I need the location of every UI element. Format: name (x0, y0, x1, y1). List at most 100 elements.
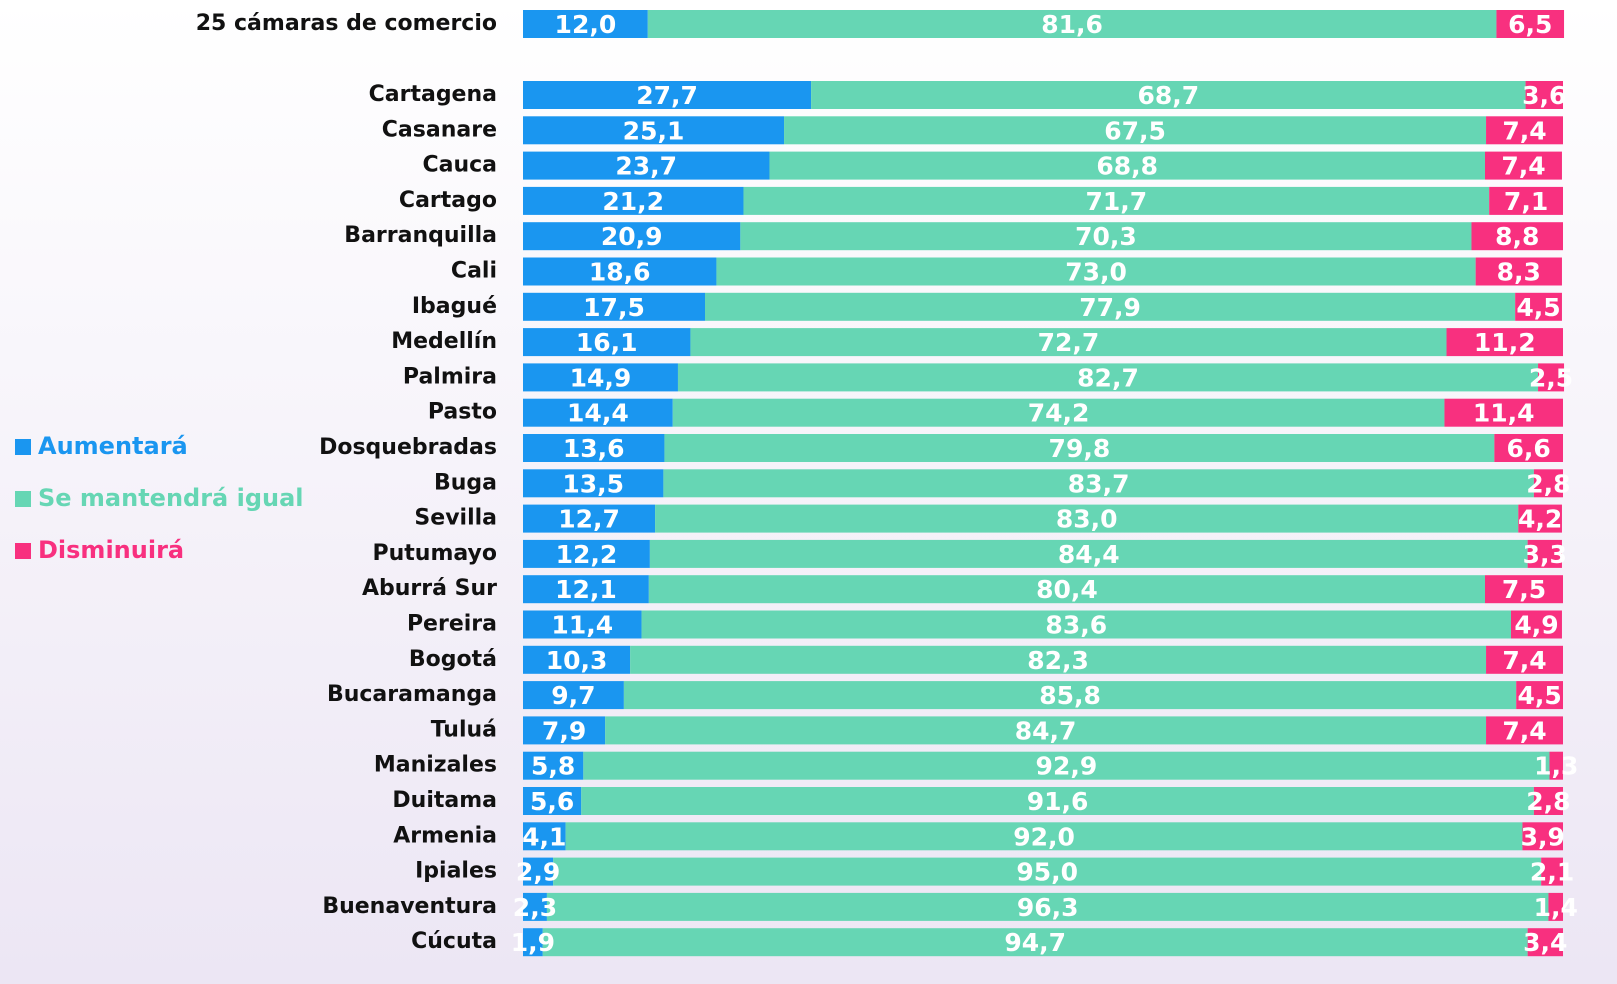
value-label: 2,8 (1526, 469, 1570, 498)
value-label: 16,1 (576, 328, 638, 357)
bar-segment (523, 787, 582, 815)
value-label: 7,4 (1502, 716, 1546, 745)
value-label: 3,6 (1522, 81, 1566, 110)
legend-swatch (15, 543, 31, 559)
bar-segment (1527, 928, 1563, 957)
bar-segment (523, 892, 547, 921)
value-label: 68,8 (1096, 152, 1158, 181)
bar-segment (1471, 222, 1563, 251)
category-label: Bogotá (409, 647, 497, 672)
bar-segment (1516, 681, 1563, 710)
value-label: 7,4 (1501, 152, 1545, 181)
value-label: 7,9 (542, 716, 586, 745)
bar-segment (677, 363, 1539, 392)
bar-segment (523, 222, 741, 251)
bar-segment (1549, 751, 1563, 780)
bar-segment (565, 822, 1523, 851)
bar-segment (705, 292, 1516, 321)
bar-segment (623, 681, 1517, 710)
value-label: 8,8 (1495, 222, 1539, 251)
bar-segment (1533, 469, 1563, 498)
value-label: 68,7 (1137, 81, 1199, 110)
bar-segment (523, 575, 649, 604)
value-label: 2,5 (1529, 363, 1573, 392)
bar-segment (1522, 822, 1563, 851)
value-label: 25,1 (623, 116, 685, 145)
value-label: 3,4 (1523, 928, 1567, 957)
value-label: 94,7 (1004, 928, 1066, 957)
bar-segment (630, 645, 1487, 674)
value-label: 83,0 (1056, 505, 1118, 534)
bar-segment (1541, 857, 1563, 886)
value-label: 5,8 (531, 752, 575, 781)
bar-segment (1527, 539, 1562, 568)
bar-segment (672, 398, 1445, 427)
category-label: Ibagué (412, 294, 497, 319)
bar-segment (1444, 398, 1563, 427)
bar-segment (784, 116, 1487, 145)
value-label: 13,6 (563, 434, 625, 463)
value-label: 11,4 (551, 611, 613, 640)
category-label: 25 cámaras de comercio (196, 11, 497, 36)
category-label: Sevilla (414, 506, 497, 531)
category-label: Pasto (428, 400, 497, 425)
value-label: 7,5 (1502, 575, 1546, 604)
value-label: 7,4 (1502, 646, 1546, 675)
bar-segment (1475, 257, 1562, 286)
value-label: 12,0 (555, 10, 617, 39)
value-label: 12,1 (555, 575, 617, 604)
value-label: 70,3 (1075, 222, 1137, 251)
value-label: 2,3 (513, 893, 557, 922)
bar-segment (641, 610, 1511, 639)
value-label: 79,8 (1049, 434, 1111, 463)
category-label: Tuluá (431, 717, 497, 742)
value-label: 72,7 (1038, 328, 1100, 357)
value-label: 9,7 (551, 681, 595, 710)
bar-segment (523, 681, 624, 710)
value-label: 92,9 (1036, 752, 1098, 781)
bar-segment (647, 10, 1497, 38)
bar-segment (1533, 787, 1563, 815)
category-label: Putumayo (372, 541, 497, 566)
value-label: 14,4 (567, 399, 629, 428)
value-label: 1,9 (511, 928, 555, 957)
value-label: 73,0 (1065, 258, 1127, 287)
value-label: 6,5 (1508, 10, 1552, 39)
value-label: 18,6 (589, 258, 651, 287)
category-label: Aburrá Sur (362, 576, 497, 601)
value-label: 77,9 (1079, 293, 1141, 322)
value-label: 83,6 (1045, 611, 1107, 640)
value-label: 4,5 (1516, 293, 1560, 322)
value-label: 7,4 (1502, 116, 1546, 145)
value-label: 8,3 (1497, 258, 1541, 287)
value-label: 3,3 (1523, 540, 1567, 569)
value-label: 92,0 (1013, 822, 1075, 851)
bar-segment (523, 398, 673, 427)
value-label: 67,5 (1104, 116, 1166, 145)
bar-segment (523, 928, 543, 957)
category-label: Ipiales (415, 859, 497, 884)
bar-segment (1538, 363, 1565, 392)
value-label: 1,3 (1534, 752, 1578, 781)
bar-segment (1489, 186, 1563, 215)
value-label: 4,2 (1518, 505, 1562, 534)
bar-segment (523, 610, 642, 639)
legend-label: Se mantendrá igual (38, 484, 304, 512)
value-label: 20,9 (601, 222, 663, 251)
bar-segment (655, 504, 1519, 533)
bar-segment (523, 186, 744, 215)
bar-segment (523, 151, 770, 180)
category-label: Casanare (382, 117, 497, 142)
category-label: Cali (451, 259, 497, 284)
bar-segment (1515, 292, 1562, 321)
category-label: Cartago (399, 188, 497, 213)
value-label: 96,3 (1017, 893, 1079, 922)
category-label: Bucaramanga (327, 682, 497, 707)
bar-segment (583, 751, 1550, 780)
bar-segment (581, 787, 1534, 815)
bar-segment (523, 469, 664, 498)
bar-segment (664, 434, 1495, 462)
bar-segment (1525, 81, 1563, 109)
bar-segment (523, 822, 566, 851)
